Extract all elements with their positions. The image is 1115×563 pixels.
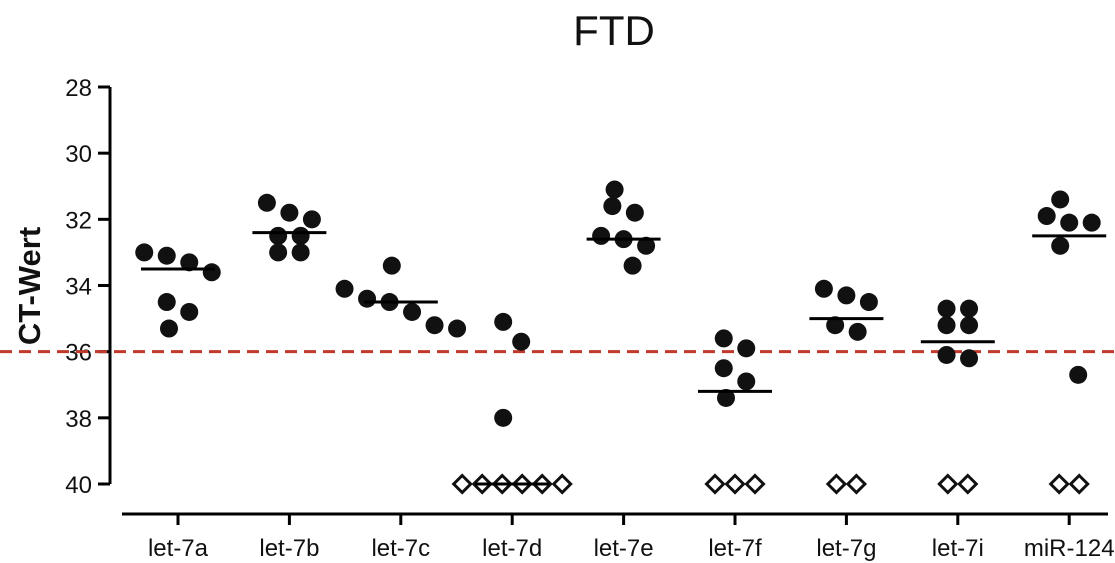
data-point (937, 316, 956, 335)
series-group (920, 299, 995, 495)
data-point (637, 236, 656, 255)
y-tick-label: 40 (65, 472, 92, 499)
data-point (814, 279, 833, 298)
data-point (714, 359, 733, 378)
data-point (848, 322, 867, 341)
data-point (1069, 365, 1088, 384)
chart-title: FTD (573, 7, 655, 54)
series-group (586, 180, 661, 275)
y-tick-label: 30 (65, 141, 92, 168)
x-tick-label: let-7i (932, 535, 984, 562)
undetected-point (937, 473, 959, 495)
x-tick-label: let-7d (482, 535, 542, 562)
data-point (625, 203, 644, 222)
x-axis: let-7a let-7b let-7c let-7d let-7e let-7f let-… (122, 512, 1115, 562)
undetected-point (451, 473, 473, 495)
data-point (280, 203, 299, 222)
data-point (1051, 190, 1070, 209)
data-point (180, 253, 199, 272)
data-point (358, 289, 377, 308)
data-point (826, 316, 845, 335)
data-point (269, 226, 288, 245)
y-tick-label: 38 (65, 406, 92, 433)
data-point (937, 299, 956, 318)
undetected-point (704, 473, 726, 495)
data-point (603, 197, 622, 216)
data-point (180, 302, 199, 321)
x-tick-label: let-7b (259, 535, 319, 562)
undetected-point (957, 473, 979, 495)
marks-layer (135, 180, 1107, 495)
data-point (937, 345, 956, 364)
data-point (623, 256, 642, 275)
data-point (291, 243, 310, 262)
data-point (382, 256, 401, 275)
series-group (135, 243, 221, 338)
data-point (737, 372, 756, 391)
data-point (335, 279, 354, 298)
undetected-point (744, 473, 766, 495)
data-point (269, 243, 288, 262)
series-group (252, 193, 327, 262)
series-group (809, 279, 884, 495)
x-tick-label: let-7g (816, 535, 876, 562)
data-point (135, 243, 154, 262)
x-tick-label: let-7e (594, 535, 654, 562)
series-group (451, 312, 573, 495)
data-point (1082, 213, 1101, 232)
data-point (494, 408, 513, 427)
data-point (737, 339, 756, 358)
x-tick-label: let-7f (708, 535, 762, 562)
data-point (592, 226, 611, 245)
y-axis-label: CT-Wert (12, 227, 47, 345)
data-point (157, 293, 176, 312)
data-point (960, 349, 979, 368)
data-point (448, 319, 467, 338)
data-point (717, 388, 735, 407)
data-point (605, 180, 624, 199)
data-point (960, 316, 979, 335)
y-tick-label: 32 (65, 207, 92, 234)
data-point (403, 302, 422, 321)
series-group (1032, 190, 1107, 495)
data-point (1051, 236, 1070, 255)
undetected-point (1068, 473, 1090, 495)
undetected-point (724, 473, 746, 495)
data-point (837, 286, 856, 305)
data-point (960, 299, 979, 318)
x-tick-label: miR-124 (1024, 535, 1115, 562)
series-group (335, 256, 467, 338)
data-point (859, 293, 878, 312)
undetected-point (845, 473, 868, 495)
data-point (202, 263, 221, 282)
data-point (1037, 207, 1056, 226)
data-point (157, 246, 176, 265)
data-point (160, 319, 178, 338)
data-point (512, 332, 531, 351)
series-group (698, 329, 772, 495)
y-tick-label: 28 (65, 75, 92, 102)
data-point (714, 329, 733, 348)
y-tick-label: 34 (65, 274, 92, 301)
undetected-point (1048, 473, 1070, 495)
x-tick-label: let-7c (371, 535, 430, 562)
data-point (257, 193, 276, 212)
data-point (302, 210, 321, 229)
data-point (425, 316, 444, 335)
undetected-point (825, 473, 848, 495)
data-point (291, 226, 310, 245)
data-point (1060, 213, 1079, 232)
undetected-point (551, 473, 573, 495)
x-tick-label: let-7a (148, 535, 209, 562)
data-point (494, 312, 513, 331)
